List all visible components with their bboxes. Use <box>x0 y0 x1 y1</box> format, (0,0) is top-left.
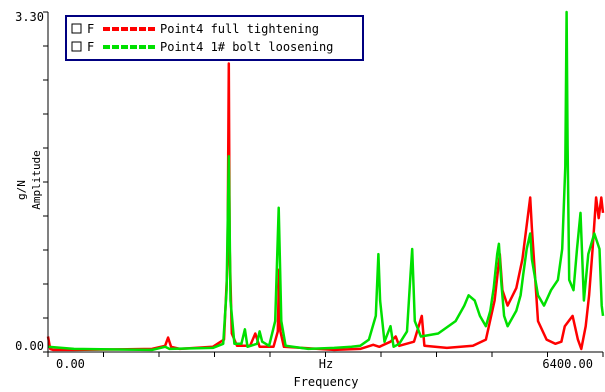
legend-checkbox-2[interactable] <box>71 41 82 52</box>
legend-label-2: Point4 1# bolt loosening <box>160 40 333 54</box>
legend: F Point4 full tightening F Point4 1# bol… <box>65 15 364 61</box>
plot-content <box>46 10 605 352</box>
y-axis-label: Amplitude <box>30 150 43 210</box>
series-line-2 <box>47 10 605 352</box>
x-tick-label-min: 0.00 <box>56 357 85 371</box>
x-axis-label: Frequency <box>293 375 358 389</box>
legend-label-1: Point4 full tightening <box>160 22 319 36</box>
legend-box <box>65 15 364 61</box>
legend-marker-2: F <box>87 40 94 54</box>
x-tick-label-max: 6400.00 <box>542 357 593 371</box>
y-tick-label-max: 3.30 <box>15 10 44 24</box>
x-axis-ticks <box>47 352 604 357</box>
legend-checkbox-1[interactable] <box>71 23 82 34</box>
y-tick-label-min: 0.00 <box>15 339 44 353</box>
legend-marker-1: F <box>87 22 94 36</box>
y-axis-ticks <box>43 11 48 353</box>
x-axis-unit: Hz <box>319 357 333 371</box>
y-axis-unit: g/N <box>15 180 28 200</box>
